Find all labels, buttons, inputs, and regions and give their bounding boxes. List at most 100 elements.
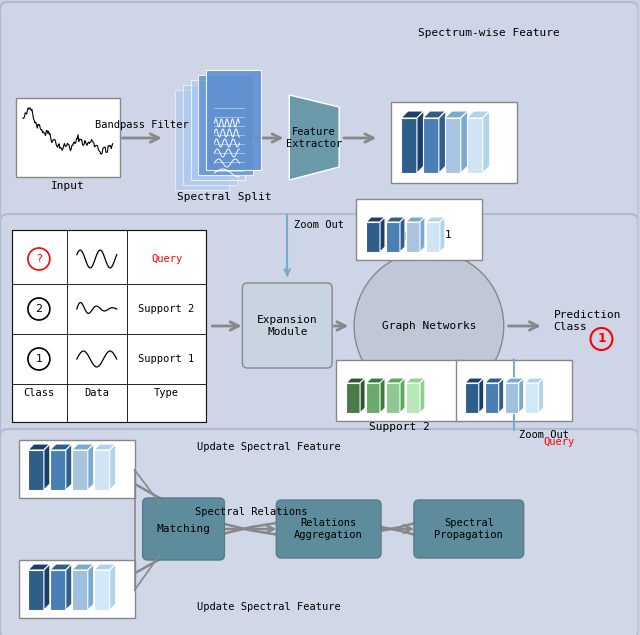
- FancyBboxPatch shape: [243, 283, 332, 368]
- Polygon shape: [346, 378, 365, 383]
- Polygon shape: [50, 444, 72, 450]
- Polygon shape: [479, 378, 484, 413]
- Polygon shape: [406, 217, 425, 222]
- Polygon shape: [499, 378, 504, 413]
- FancyBboxPatch shape: [16, 98, 120, 177]
- Text: Spectrum-wise Feature: Spectrum-wise Feature: [418, 28, 559, 38]
- Text: Feature
Extractor: Feature Extractor: [286, 127, 342, 149]
- FancyBboxPatch shape: [0, 2, 638, 223]
- Text: Bandpass Filter: Bandpass Filter: [95, 120, 189, 130]
- Text: Zoom Out: Zoom Out: [518, 430, 569, 440]
- FancyBboxPatch shape: [391, 102, 516, 183]
- Polygon shape: [28, 444, 50, 450]
- Polygon shape: [505, 378, 524, 383]
- FancyBboxPatch shape: [207, 70, 261, 170]
- Text: Support 2: Support 2: [138, 304, 195, 314]
- Polygon shape: [439, 111, 446, 173]
- Text: Zoom Out: Zoom Out: [294, 220, 344, 230]
- Polygon shape: [88, 444, 94, 490]
- Polygon shape: [406, 222, 420, 252]
- FancyBboxPatch shape: [191, 80, 245, 180]
- Polygon shape: [525, 378, 543, 383]
- Polygon shape: [406, 383, 420, 413]
- FancyBboxPatch shape: [198, 75, 253, 175]
- Polygon shape: [72, 564, 94, 570]
- Text: Query: Query: [151, 254, 182, 264]
- Polygon shape: [386, 217, 405, 222]
- Text: Matching: Matching: [157, 524, 211, 534]
- Polygon shape: [406, 378, 425, 383]
- Polygon shape: [483, 111, 490, 173]
- Polygon shape: [484, 378, 504, 383]
- Text: Support 2: Support 2: [369, 422, 429, 432]
- FancyBboxPatch shape: [0, 429, 638, 635]
- Polygon shape: [94, 564, 116, 570]
- Polygon shape: [366, 383, 380, 413]
- Polygon shape: [420, 217, 425, 252]
- Text: Update Spectral Feature: Update Spectral Feature: [197, 602, 341, 612]
- Polygon shape: [50, 450, 66, 490]
- Polygon shape: [289, 95, 339, 180]
- Text: Data: Data: [84, 388, 109, 398]
- Polygon shape: [28, 570, 44, 610]
- Polygon shape: [423, 111, 446, 118]
- FancyBboxPatch shape: [19, 440, 134, 498]
- Text: Class: Class: [23, 388, 54, 398]
- Polygon shape: [380, 217, 385, 252]
- Text: 1: 1: [35, 354, 42, 364]
- Polygon shape: [400, 217, 405, 252]
- Text: Query: Query: [543, 437, 575, 447]
- Text: Support 1: Support 1: [138, 354, 195, 364]
- Polygon shape: [400, 378, 405, 413]
- Polygon shape: [66, 444, 72, 490]
- Polygon shape: [50, 564, 72, 570]
- FancyBboxPatch shape: [414, 500, 524, 558]
- Polygon shape: [426, 222, 440, 252]
- Polygon shape: [94, 450, 109, 490]
- Text: Spectral Split: Spectral Split: [177, 192, 271, 202]
- Polygon shape: [505, 383, 518, 413]
- FancyBboxPatch shape: [12, 230, 207, 422]
- Text: 2: 2: [35, 304, 42, 314]
- Text: Spectral
Propagation: Spectral Propagation: [435, 518, 503, 540]
- Polygon shape: [380, 378, 385, 413]
- Text: Type: Type: [154, 388, 179, 398]
- Circle shape: [354, 251, 504, 401]
- Polygon shape: [467, 111, 490, 118]
- FancyBboxPatch shape: [0, 214, 638, 438]
- FancyBboxPatch shape: [456, 360, 572, 421]
- Polygon shape: [401, 111, 424, 118]
- Polygon shape: [445, 111, 468, 118]
- Polygon shape: [366, 222, 380, 252]
- Polygon shape: [72, 570, 88, 610]
- Text: Relations
Aggregation: Relations Aggregation: [294, 518, 362, 540]
- Polygon shape: [401, 118, 417, 173]
- Text: 1: 1: [597, 333, 606, 345]
- Text: Class: Class: [554, 322, 588, 332]
- FancyBboxPatch shape: [276, 500, 381, 558]
- FancyBboxPatch shape: [143, 498, 225, 560]
- Polygon shape: [423, 118, 439, 173]
- Text: Spectral Relations: Spectral Relations: [195, 507, 308, 517]
- Polygon shape: [44, 564, 50, 610]
- Polygon shape: [28, 450, 44, 490]
- Polygon shape: [461, 111, 468, 173]
- Polygon shape: [539, 378, 543, 413]
- Polygon shape: [72, 444, 94, 450]
- Polygon shape: [525, 383, 539, 413]
- Text: Expansion
Module: Expansion Module: [257, 315, 317, 337]
- Polygon shape: [386, 222, 400, 252]
- Text: Support 1: Support 1: [390, 230, 451, 240]
- Polygon shape: [346, 383, 360, 413]
- Polygon shape: [94, 444, 116, 450]
- Polygon shape: [465, 383, 479, 413]
- Polygon shape: [28, 564, 50, 570]
- Polygon shape: [386, 378, 405, 383]
- FancyBboxPatch shape: [19, 560, 134, 618]
- Polygon shape: [420, 378, 425, 413]
- Polygon shape: [440, 217, 445, 252]
- Polygon shape: [72, 450, 88, 490]
- Text: Prediction: Prediction: [554, 310, 621, 320]
- Polygon shape: [50, 570, 66, 610]
- FancyBboxPatch shape: [356, 199, 482, 260]
